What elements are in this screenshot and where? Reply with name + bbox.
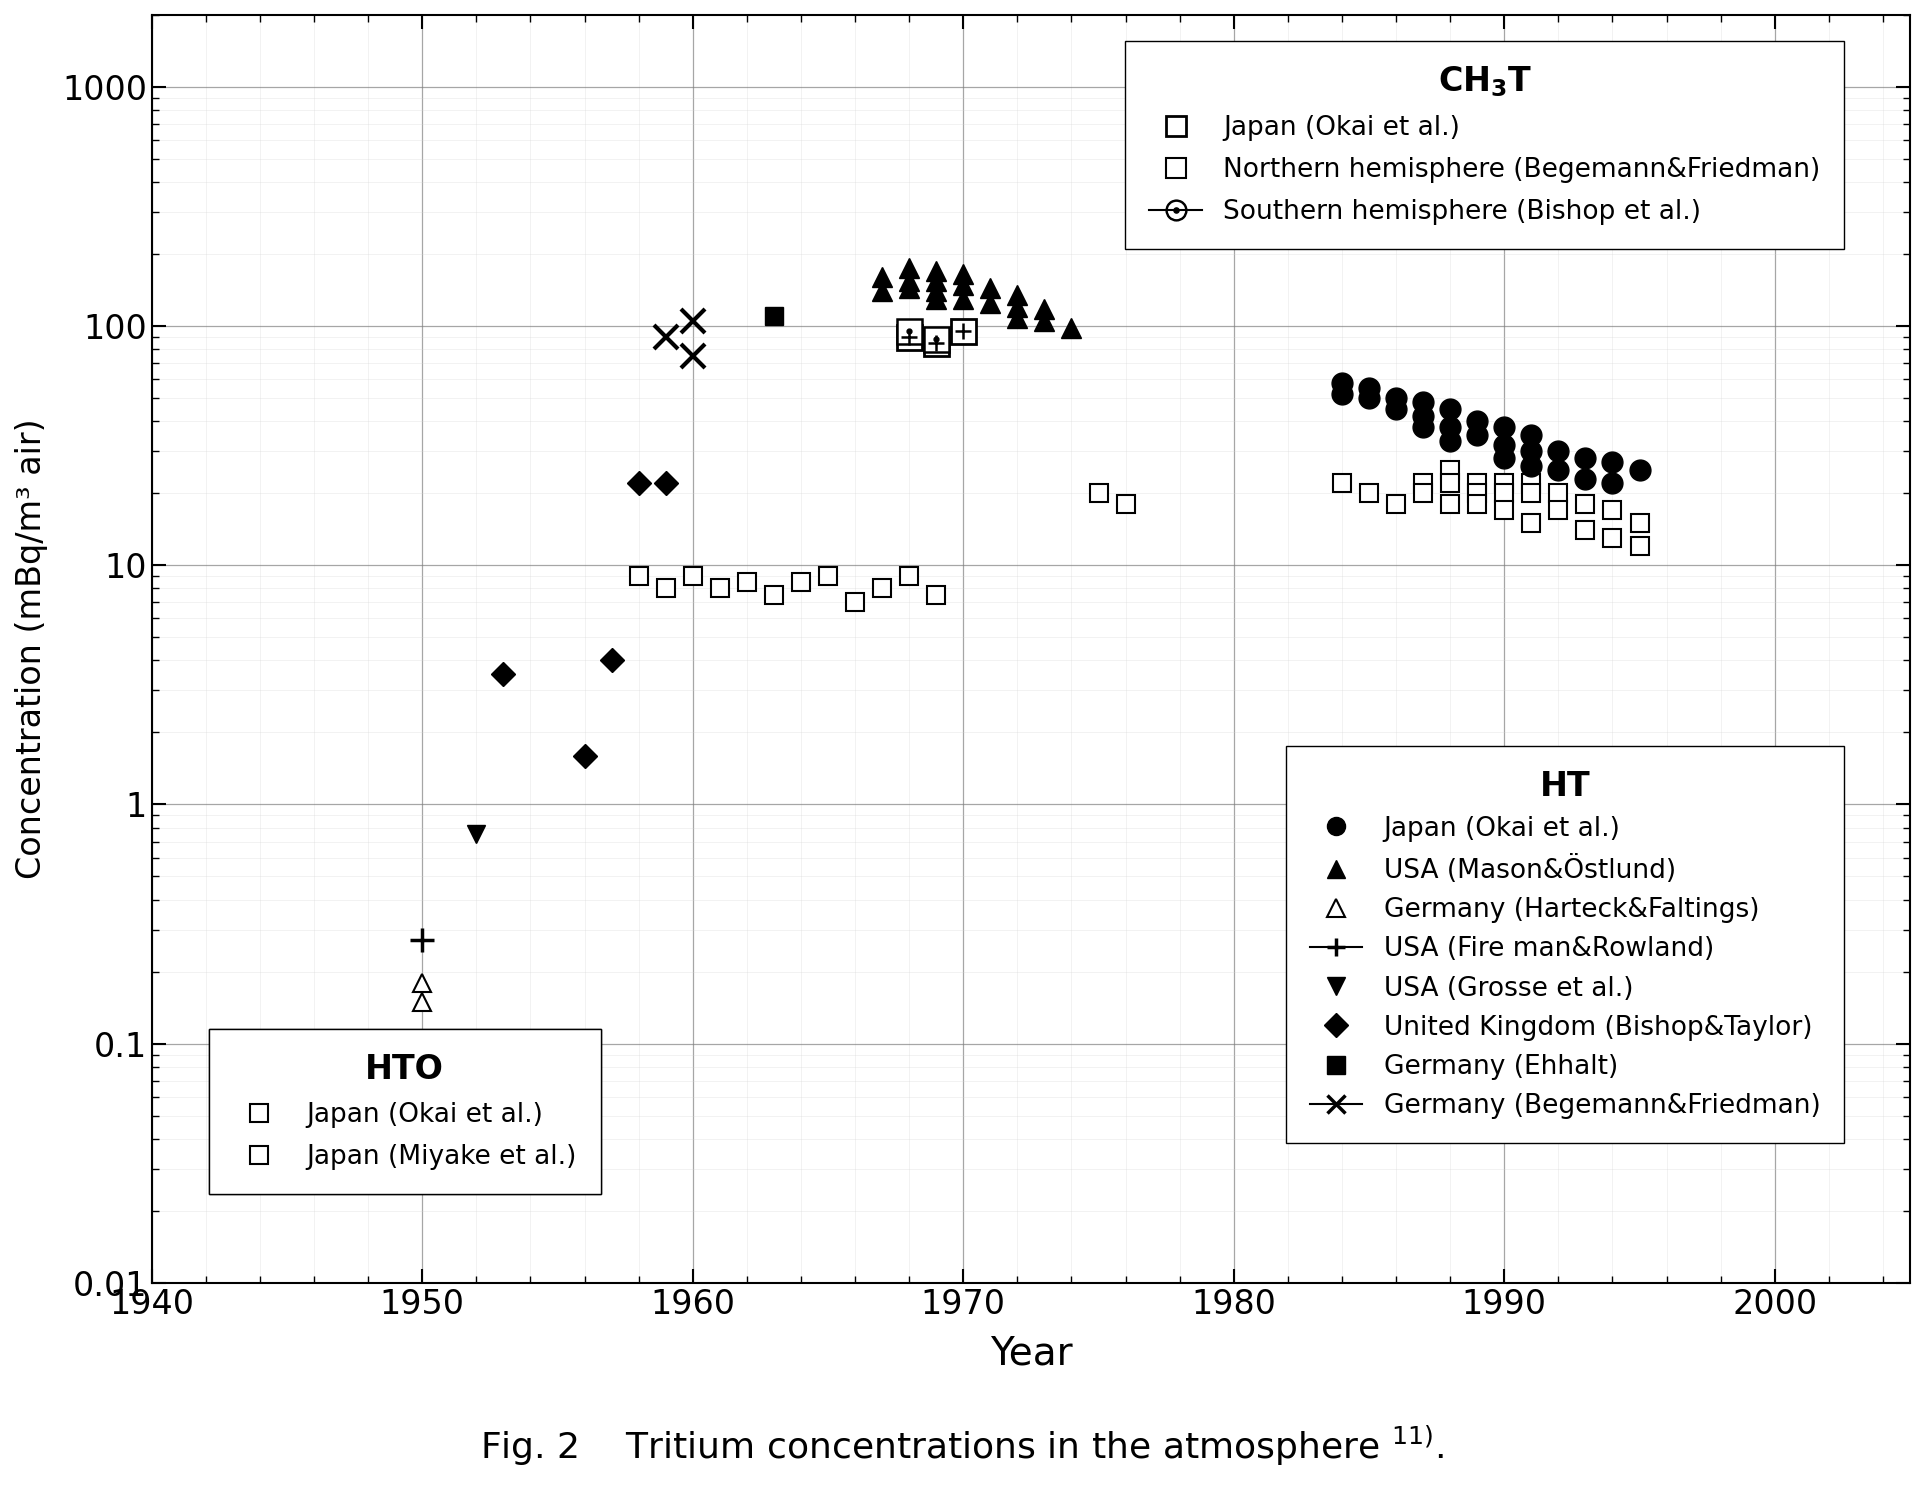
Text: Fig. 2    Tritium concentrations in the atmosphere $^{11)}$.: Fig. 2 Tritium concentrations in the atm… (481, 1425, 1444, 1468)
X-axis label: Year: Year (989, 1334, 1072, 1373)
Legend: Japan (Okai et al.), Japan (Miyake et al.): Japan (Okai et al.), Japan (Miyake et al… (210, 1029, 601, 1194)
Y-axis label: Concentration (mBq/m³ air): Concentration (mBq/m³ air) (15, 419, 48, 879)
